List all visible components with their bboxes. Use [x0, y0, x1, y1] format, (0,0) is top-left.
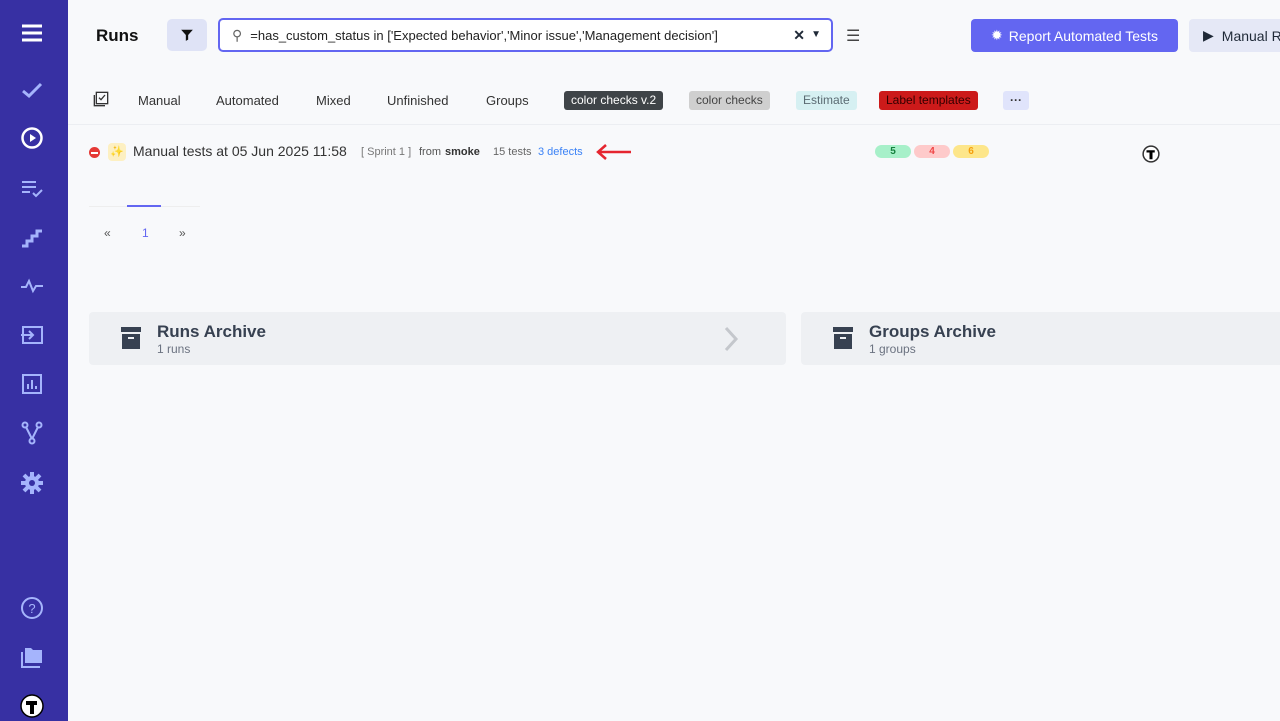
- pulse-icon[interactable]: [19, 273, 45, 299]
- play-circle-icon[interactable]: [19, 125, 45, 151]
- passed-count-badge: 5: [875, 145, 911, 158]
- branches-icon[interactable]: [19, 420, 45, 446]
- menu-icon[interactable]: [19, 20, 45, 46]
- groups-archive-count: 1 groups: [869, 342, 916, 356]
- chevron-down-icon[interactable]: ▼: [811, 29, 821, 40]
- stairs-icon[interactable]: [19, 224, 45, 250]
- tab-automated[interactable]: Automated: [216, 93, 279, 108]
- help-icon[interactable]: ?: [19, 595, 45, 621]
- search-icon: ⚲: [232, 26, 243, 43]
- folder-icon[interactable]: [19, 644, 45, 670]
- analytics-icon[interactable]: [19, 371, 45, 397]
- run-tests-count: 15 tests: [493, 146, 532, 158]
- gear-icon[interactable]: [19, 470, 45, 496]
- manual-label: Manual R: [1221, 27, 1280, 44]
- search-input[interactable]: [250, 27, 771, 43]
- filter-button[interactable]: [167, 19, 207, 51]
- svg-text:?: ?: [28, 601, 35, 616]
- tab-groups[interactable]: Groups: [486, 93, 529, 108]
- archive-box-icon: [833, 327, 853, 354]
- page-title: Runs: [96, 26, 139, 45]
- manual-run-icon: ✨: [108, 143, 126, 161]
- filter-icon: [181, 29, 193, 41]
- page-1-button[interactable]: 1: [142, 226, 149, 240]
- arrow-left-icon: [595, 142, 633, 167]
- report-automated-tests-button[interactable]: ✹ Report Automated Tests: [971, 19, 1178, 52]
- search-field[interactable]: ⚲ ✕ ▼: [218, 18, 833, 52]
- tab-mixed[interactable]: Mixed: [316, 93, 351, 108]
- manual-run-button[interactable]: ▶ Manual R: [1189, 19, 1280, 52]
- testomatio-avatar-icon: [1142, 145, 1160, 168]
- skipped-count-badge: 6: [953, 145, 989, 158]
- tab-manual[interactable]: Manual: [138, 93, 181, 108]
- label-estimate[interactable]: Estimate: [796, 91, 857, 110]
- more-labels-button[interactable]: ···: [1003, 91, 1029, 110]
- select-all-icon[interactable]: [93, 91, 109, 110]
- import-icon[interactable]: [19, 322, 45, 348]
- pagination: « 1 »: [89, 205, 200, 240]
- groups-archive-card[interactable]: Groups Archive 1 groups: [801, 312, 1280, 365]
- chevron-right-icon[interactable]: [723, 326, 739, 357]
- run-sprint: [ Sprint 1 ]: [361, 146, 412, 158]
- prev-page-button[interactable]: «: [104, 226, 111, 240]
- run-from: from: [419, 146, 441, 158]
- groups-archive-title: Groups Archive: [869, 322, 996, 341]
- label-color-checks-v2[interactable]: color checks v.2: [564, 91, 664, 110]
- checkmark-icon[interactable]: [19, 77, 45, 103]
- clear-icon[interactable]: ✕: [793, 27, 805, 43]
- label-color-checks[interactable]: color checks: [689, 91, 770, 110]
- run-title[interactable]: Manual tests at 05 Jun 2025 11:58: [133, 143, 347, 159]
- next-page-button[interactable]: »: [179, 226, 186, 240]
- runs-archive-count: 1 runs: [157, 342, 191, 356]
- runs-archive-title: Runs Archive: [157, 322, 266, 341]
- run-defects-link[interactable]: 3 defects: [538, 146, 583, 158]
- failed-count-badge: 4: [914, 145, 950, 158]
- list-check-icon[interactable]: [19, 175, 45, 201]
- report-label: Report Automated Tests: [1008, 27, 1158, 44]
- label-label-templates[interactable]: Label templates: [879, 91, 978, 110]
- sidebar: ?: [0, 0, 68, 721]
- failed-status-icon: [89, 147, 100, 158]
- runs-archive-card[interactable]: Runs Archive 1 runs: [89, 312, 786, 365]
- testomatio-logo-icon[interactable]: [19, 693, 45, 719]
- gear-icon: ✹: [991, 27, 1003, 43]
- run-row[interactable]: ✨ Manual tests at 05 Jun 2025 11:58 [ Sp…: [68, 142, 1268, 164]
- tab-unfinished[interactable]: Unfinished: [387, 93, 449, 108]
- divider: [68, 124, 1280, 125]
- archive-box-icon: [121, 327, 141, 354]
- play-icon: ▶: [1203, 27, 1214, 43]
- run-source: smoke: [445, 146, 480, 158]
- settings-sliders-icon[interactable]: ☰: [846, 28, 861, 45]
